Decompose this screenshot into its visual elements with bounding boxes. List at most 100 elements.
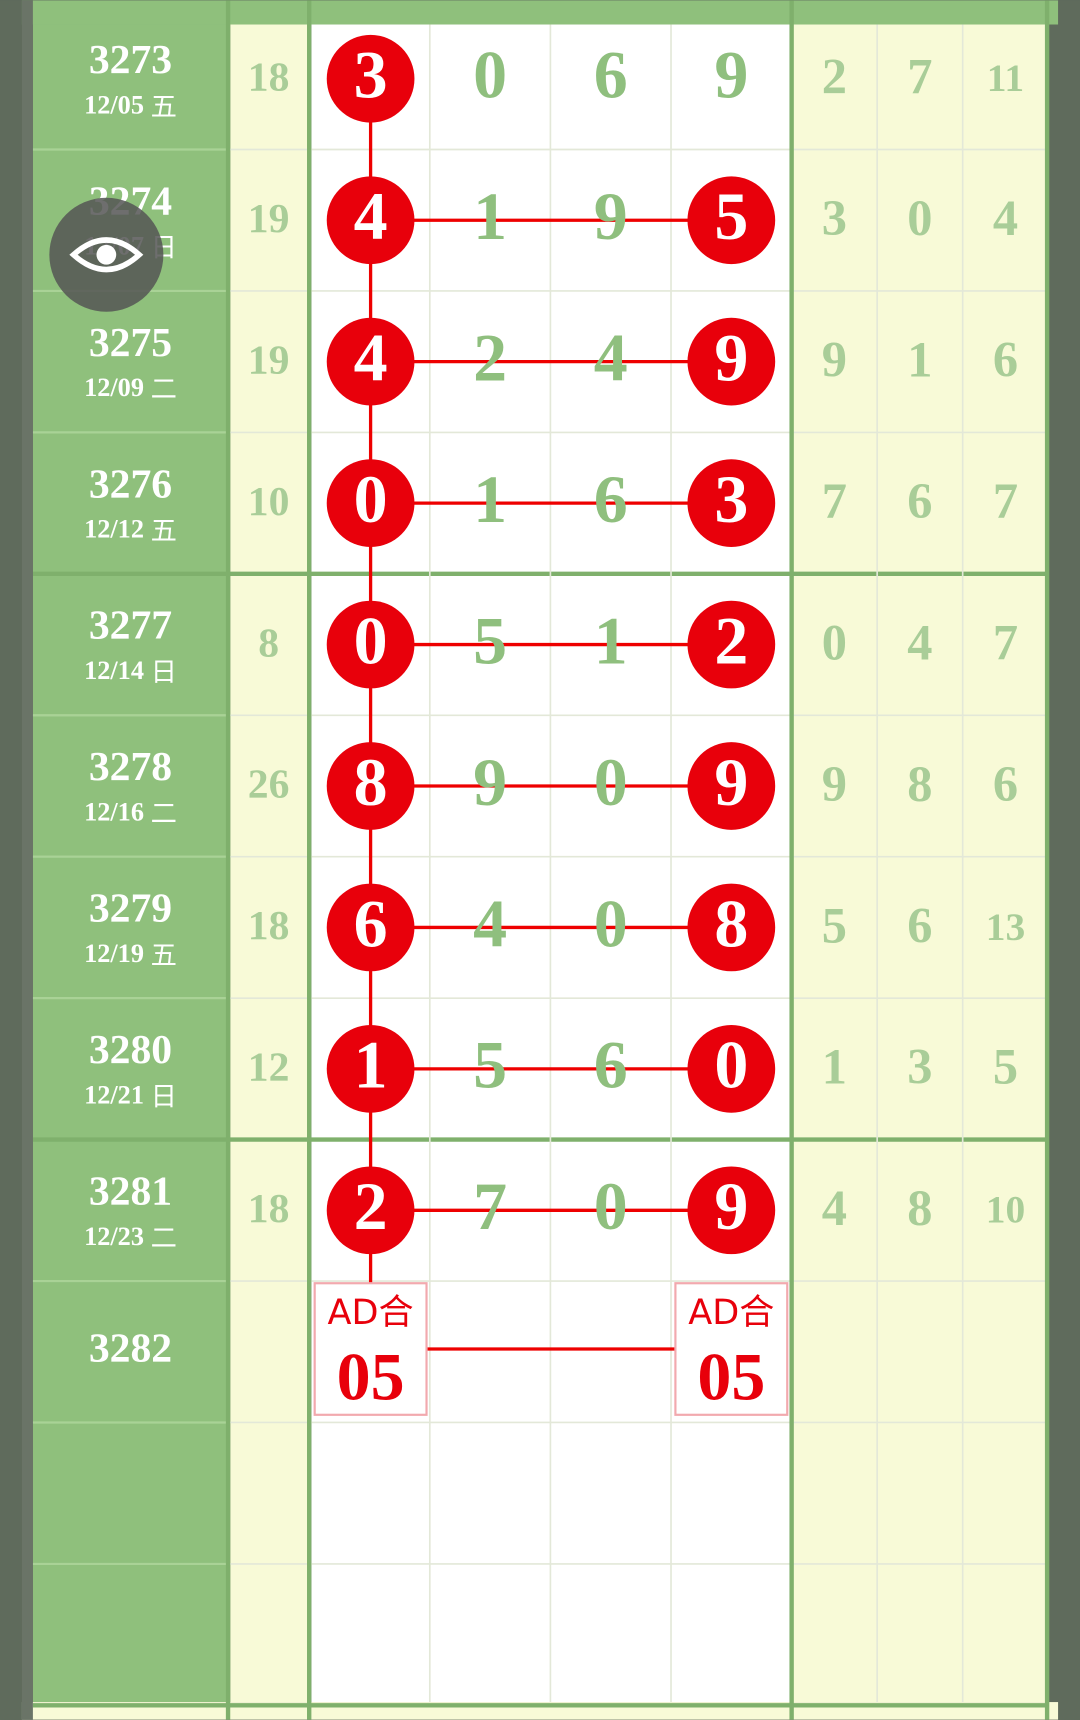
extra-digit: 6 bbox=[907, 897, 932, 953]
hit-digit: 0 bbox=[354, 602, 388, 678]
issue: 3276 bbox=[89, 461, 172, 507]
hit-digit: 4 bbox=[354, 178, 388, 254]
date: 12/23 bbox=[84, 1222, 144, 1251]
extra-digit: 6 bbox=[907, 473, 932, 529]
digit: 1 bbox=[594, 602, 628, 678]
prediction-box bbox=[313, 1282, 428, 1416]
issue: 3278 bbox=[89, 744, 172, 790]
digit: 7 bbox=[473, 1168, 507, 1244]
issue: 3273 bbox=[89, 37, 172, 83]
issue-date: 12/21 日 bbox=[84, 1080, 177, 1111]
hit-ball bbox=[326, 600, 415, 689]
hit-digit: 8 bbox=[354, 744, 388, 820]
sum: 18 bbox=[248, 55, 290, 101]
hit-ball bbox=[326, 459, 415, 547]
issue-date: 12/16 二 bbox=[84, 798, 177, 829]
date: 12/19 bbox=[84, 939, 144, 968]
hit-digit: 3 bbox=[354, 37, 388, 113]
date: 12/21 bbox=[84, 1080, 144, 1109]
issue: 3280 bbox=[89, 1027, 172, 1073]
extra-digit: 7 bbox=[907, 49, 932, 105]
extra-area bbox=[791, 24, 1048, 1703]
sum: 10 bbox=[248, 479, 290, 525]
eye-pupil bbox=[96, 244, 117, 265]
hit-ball bbox=[326, 176, 415, 265]
extra-digit: 5 bbox=[993, 1039, 1018, 1095]
digit: 4 bbox=[594, 320, 628, 396]
extra-digit: 6 bbox=[993, 756, 1018, 812]
digit: 1 bbox=[473, 178, 507, 254]
weekday: 日 bbox=[151, 658, 177, 688]
digit: 6 bbox=[594, 461, 628, 537]
date: 12/09 bbox=[84, 373, 144, 402]
digit: 5 bbox=[473, 1027, 507, 1103]
hit-ball bbox=[687, 1166, 776, 1255]
extra-digit: 5 bbox=[822, 897, 847, 953]
digit: 6 bbox=[594, 37, 628, 113]
extra-digit: 0 bbox=[907, 190, 932, 246]
prediction-value: 05 bbox=[697, 1339, 765, 1415]
weekday: 日 bbox=[151, 1082, 177, 1112]
extra-digit: 1 bbox=[907, 332, 932, 388]
weekday: 五 bbox=[151, 940, 177, 970]
next-issue: 3282 bbox=[89, 1325, 172, 1371]
issue: 3277 bbox=[89, 603, 172, 649]
hit-ball bbox=[687, 1025, 776, 1113]
issue-date: 12/23 二 bbox=[84, 1222, 177, 1253]
extra-digit: 3 bbox=[822, 190, 847, 246]
eye-button[interactable] bbox=[49, 197, 164, 312]
extra-digit: 11 bbox=[987, 56, 1024, 100]
extra-digit: 13 bbox=[986, 905, 1025, 949]
digit: 6 bbox=[594, 1027, 628, 1103]
sum: 26 bbox=[248, 762, 290, 808]
extra-digit: 6 bbox=[993, 332, 1018, 388]
prediction-box bbox=[674, 1282, 789, 1416]
sum-column bbox=[230, 24, 310, 1703]
digit: 0 bbox=[594, 885, 628, 961]
issue: 3281 bbox=[89, 1169, 172, 1215]
weekday: 二 bbox=[151, 799, 177, 829]
eye-icon bbox=[69, 237, 144, 273]
extra-digit: 8 bbox=[907, 1180, 932, 1236]
digit: 0 bbox=[594, 744, 628, 820]
hit-digit: 9 bbox=[714, 744, 748, 820]
hit-digit: 8 bbox=[714, 885, 748, 961]
digit: 9 bbox=[473, 744, 507, 820]
grid bbox=[21, 0, 1050, 1720]
hit-digit: 1 bbox=[354, 1027, 388, 1103]
hit-digit: 4 bbox=[354, 320, 388, 396]
hit-digit: 9 bbox=[714, 320, 748, 396]
digit: 9 bbox=[594, 178, 628, 254]
prediction-value: 05 bbox=[337, 1339, 405, 1415]
weekday: 五 bbox=[151, 92, 177, 122]
prediction-label: AD合 bbox=[688, 1292, 774, 1333]
extra-digit: 4 bbox=[907, 614, 932, 670]
date: 12/05 bbox=[84, 90, 144, 119]
digit: 0 bbox=[594, 1168, 628, 1244]
extra-digit: 7 bbox=[822, 473, 847, 529]
digit: 2 bbox=[473, 320, 507, 396]
extra-digit: 4 bbox=[993, 190, 1018, 246]
digit: 5 bbox=[473, 602, 507, 678]
extra-digit: 2 bbox=[822, 49, 847, 105]
hit-ball bbox=[326, 1166, 415, 1255]
weekday: 二 bbox=[151, 1223, 177, 1253]
hit-digit: 3 bbox=[714, 461, 748, 537]
hit-digit: 9 bbox=[714, 1168, 748, 1244]
header-bar bbox=[21, 0, 1059, 25]
extra-digit: 3 bbox=[907, 1039, 932, 1095]
date: 12/16 bbox=[84, 798, 144, 827]
hit-ball bbox=[687, 176, 776, 265]
hit-ball bbox=[326, 1025, 415, 1113]
weekday: 五 bbox=[151, 516, 177, 546]
extra-digit: 9 bbox=[822, 332, 847, 388]
extra-digit: 4 bbox=[822, 1180, 847, 1236]
digit: 4 bbox=[473, 885, 507, 961]
extra-digit: 8 bbox=[907, 756, 932, 812]
issue: 3279 bbox=[89, 886, 172, 932]
extra-digit: 10 bbox=[986, 1188, 1025, 1232]
digit: 0 bbox=[473, 37, 507, 113]
sum: 19 bbox=[248, 337, 290, 383]
